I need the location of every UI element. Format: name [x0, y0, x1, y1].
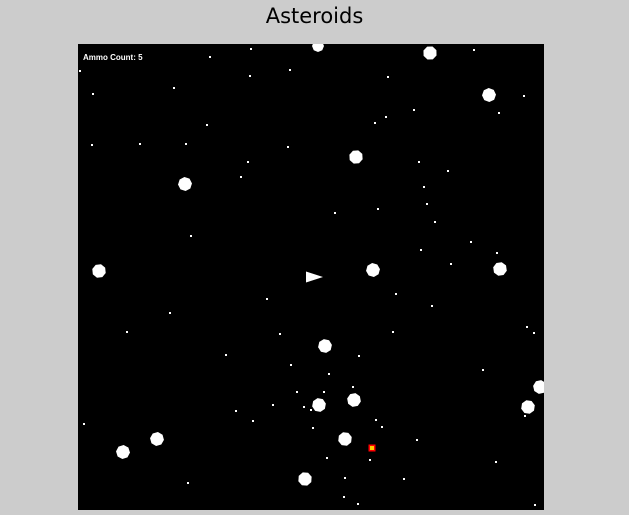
asteroid — [366, 263, 380, 277]
star — [290, 364, 292, 366]
star — [310, 409, 312, 411]
ammo-count-text: Ammo Count: — [83, 53, 136, 62]
asteroid — [312, 398, 326, 412]
asteroid — [521, 400, 535, 414]
star — [385, 116, 387, 118]
star — [326, 457, 328, 459]
star — [279, 333, 281, 335]
star — [247, 161, 249, 163]
star — [252, 420, 254, 422]
game-canvas[interactable]: Ammo Count: 5 — [78, 44, 544, 510]
star — [287, 146, 289, 148]
star — [190, 235, 192, 237]
star — [91, 144, 93, 146]
star — [235, 410, 237, 412]
star — [377, 208, 379, 210]
star — [296, 391, 298, 393]
star — [473, 49, 475, 51]
star — [381, 426, 383, 428]
star — [403, 478, 405, 480]
star — [416, 439, 418, 441]
star — [374, 122, 376, 124]
star — [395, 293, 397, 295]
star — [523, 95, 525, 97]
ammo-count-label: Ammo Count: 5 — [83, 53, 143, 62]
star — [447, 170, 449, 172]
star — [266, 298, 268, 300]
asteroid — [116, 445, 130, 459]
star — [209, 56, 211, 58]
asteroid — [338, 432, 352, 446]
star — [352, 386, 354, 388]
star — [79, 70, 81, 72]
star — [418, 161, 420, 163]
asteroid — [178, 177, 192, 191]
star — [495, 461, 497, 463]
star — [423, 186, 425, 188]
player-ship — [306, 271, 323, 283]
star — [334, 212, 336, 214]
star — [482, 369, 484, 371]
star — [496, 252, 498, 254]
star — [375, 419, 377, 421]
star — [126, 331, 128, 333]
star — [387, 76, 389, 78]
game-scene — [79, 44, 544, 506]
star — [534, 504, 536, 506]
star — [169, 312, 171, 314]
star — [312, 427, 314, 429]
asteroid — [349, 150, 363, 164]
star — [323, 391, 325, 393]
asteroid — [150, 432, 164, 446]
star — [206, 124, 208, 126]
star — [358, 355, 360, 357]
ammo-count-value: 5 — [138, 53, 143, 62]
asteroid — [318, 339, 332, 353]
asteroid — [92, 264, 106, 278]
star — [185, 143, 187, 145]
star — [289, 69, 291, 71]
star — [272, 404, 274, 406]
star — [450, 263, 452, 265]
star — [187, 482, 189, 484]
star — [426, 203, 428, 205]
star — [139, 143, 141, 145]
star — [470, 241, 472, 243]
page-title: Asteroids — [265, 4, 364, 28]
asteroid — [533, 380, 544, 394]
star — [303, 406, 305, 408]
asteroid — [482, 88, 496, 102]
star — [328, 373, 330, 375]
asteroid — [312, 44, 324, 52]
star — [434, 221, 436, 223]
star — [173, 87, 175, 89]
star — [357, 503, 359, 505]
star — [250, 48, 252, 50]
star — [369, 459, 371, 461]
asteroid — [493, 262, 507, 276]
ammo-pickup-core — [370, 446, 374, 450]
star — [524, 415, 526, 417]
asteroid — [423, 46, 437, 60]
star — [225, 354, 227, 356]
star — [240, 176, 242, 178]
star — [249, 75, 251, 77]
star — [83, 423, 85, 425]
star — [92, 93, 94, 95]
star — [344, 477, 346, 479]
asteroid — [298, 472, 312, 486]
star — [526, 326, 528, 328]
star — [392, 331, 394, 333]
star — [420, 249, 422, 251]
star — [431, 305, 433, 307]
asteroid — [347, 393, 361, 407]
star — [498, 112, 500, 114]
star — [413, 109, 415, 111]
star — [343, 496, 345, 498]
star — [533, 332, 535, 334]
